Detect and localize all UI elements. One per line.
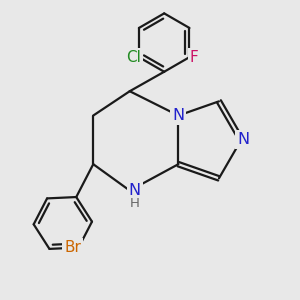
- Text: N: N: [172, 108, 184, 123]
- Text: F: F: [190, 50, 199, 65]
- Text: N: N: [237, 132, 249, 147]
- Text: Cl: Cl: [127, 50, 142, 65]
- Text: Br: Br: [64, 240, 81, 255]
- Text: H: H: [130, 197, 140, 210]
- Text: N: N: [128, 183, 141, 198]
